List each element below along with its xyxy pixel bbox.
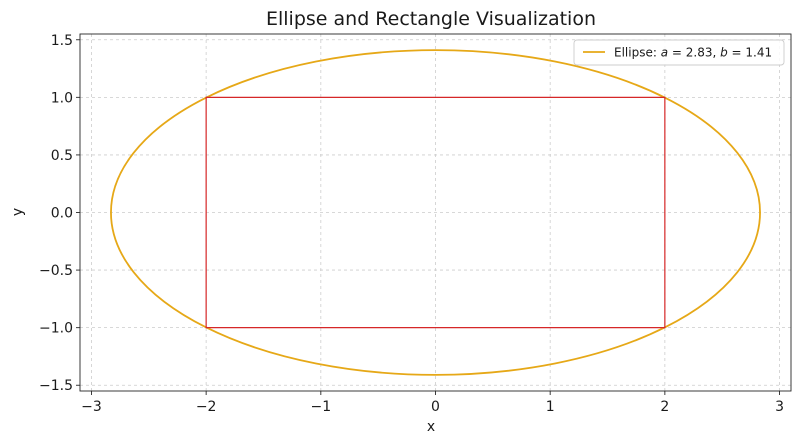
x-tick-label: −1 [311,399,332,415]
x-tick-label: −2 [196,399,217,415]
legend: Ellipse: a = 2.83, b = 1.41 [573,39,785,66]
y-tick-label: 0.5 [51,148,73,164]
ticks: −3 −2 −1 0 1 2 3 −1.5 −1.0 −0.5 0.0 0.5 1.0 1.5 [39,33,784,415]
x-tick-label: 3 [775,399,784,415]
y-tick-label: −1.5 [39,378,73,394]
ellipse-curve [110,49,761,376]
plot-area [110,49,761,376]
legend-box [573,39,785,66]
y-axis-label: y [10,208,26,216]
y-tick-label: 0.0 [51,206,73,222]
x-axis-label: x [427,419,435,435]
grid [80,34,791,391]
rectangle-outline [205,96,666,329]
y-tick-label: −0.5 [39,263,73,279]
x-tick-label: 1 [546,399,555,415]
x-tick-label: −3 [81,399,102,415]
x-tick-label: 2 [660,399,669,415]
y-tick-label: 1.5 [51,33,73,49]
chart-title: Ellipse and Rectangle Visualization [266,8,596,30]
legend-label-ellipse: Ellipse: a = 2.83, b = 1.41 [614,46,772,60]
y-tick-label: 1.0 [51,90,73,106]
y-tick-label: −1.0 [39,321,73,337]
x-tick-label: 0 [431,399,440,415]
